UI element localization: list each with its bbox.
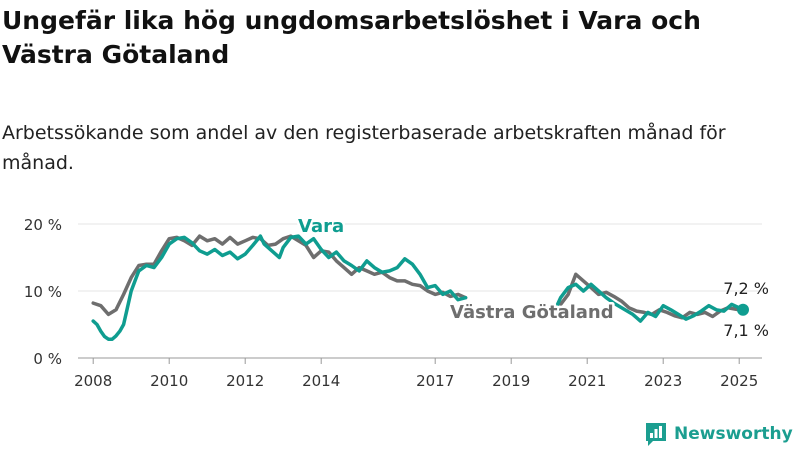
- y-tick-label: 20 %: [24, 216, 62, 234]
- vastra-gotaland-line: [91, 234, 468, 317]
- vastra-gotaland-label: Västra Götaland: [450, 302, 614, 323]
- newsworthy-logo-icon: [646, 423, 666, 446]
- x-tick-label: 2019: [492, 372, 530, 390]
- vara-end-value-label: 7,2 %: [723, 279, 769, 298]
- vastra-gotaland-label-halo: Västra Götaland: [450, 302, 614, 323]
- vara-label: Vara: [298, 216, 344, 237]
- x-tick-label: 2012: [226, 372, 264, 390]
- x-tick-label: 2025: [720, 372, 758, 390]
- logo-text: Newsworthy: [674, 424, 793, 444]
- vara-end-point: [737, 303, 749, 316]
- x-tick-label: 2014: [302, 372, 340, 390]
- x-tick-label: 2021: [568, 372, 606, 390]
- chart-title: Ungefär lika hög ungdomsarbetslöshet i V…: [2, 6, 701, 69]
- series-lines: [91, 234, 745, 341]
- x-tick-label: 2010: [150, 372, 188, 390]
- vara-line: [543, 282, 745, 323]
- vara-line: [91, 234, 468, 341]
- x-tick-label: 2008: [74, 372, 112, 390]
- vara-label-halo: Vara: [298, 216, 344, 237]
- x-tick-label: 2017: [416, 372, 454, 390]
- x-tick-label: 2023: [644, 372, 682, 390]
- y-tick-label: 0 %: [33, 350, 62, 368]
- axes: 0 % 10 % 20 % 2008 2010 2012 2014 2017 2019 2021 2…: [24, 216, 762, 390]
- vastra-gotaland-end-value-label: 7,1 %: [723, 321, 769, 340]
- grid: [78, 223, 762, 292]
- newsworthy-logo: Newsworthy: [644, 420, 793, 448]
- chart-subtitle: Arbetssökande som andel av den registerb…: [2, 122, 726, 174]
- y-tick-label: 10 %: [24, 283, 62, 301]
